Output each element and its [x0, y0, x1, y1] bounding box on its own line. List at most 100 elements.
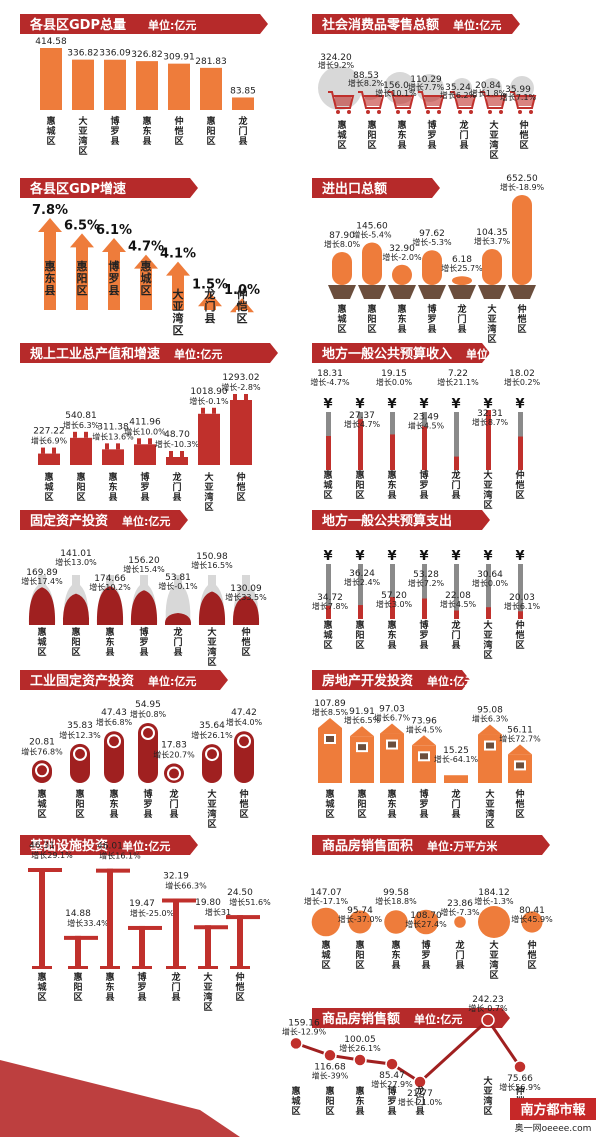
- infra-growth: 增长29.1%: [31, 850, 73, 860]
- housesales-growth: 增长56.9%: [499, 1082, 541, 1092]
- trade-value: 104.35: [476, 228, 508, 238]
- infra-header-title: 基础设施投资: [29, 838, 108, 854]
- housearea-value: 99.58: [383, 888, 409, 898]
- svg-text:¥: ¥: [515, 397, 524, 412]
- site-text: 奥一网oeeee.com: [515, 1122, 592, 1134]
- gdp-category: 仲恺区: [174, 115, 183, 147]
- gdp-category: 龙门县: [237, 115, 247, 147]
- realestate-value: 107.89: [314, 699, 346, 709]
- gdpgrowth-category: 仲恺区: [237, 287, 248, 325]
- gdpgrowth-header-bg: [20, 178, 190, 198]
- trade-category: 惠东县: [397, 303, 406, 335]
- expend-category: 惠东县: [387, 619, 396, 651]
- housearea-value: 108.70: [410, 911, 442, 921]
- indfixed-coin-icon: [104, 731, 124, 783]
- industry-growth: 增长13.6%: [92, 431, 134, 441]
- svg-text:¥: ¥: [387, 397, 396, 412]
- fixed-value: 130.09: [230, 584, 262, 594]
- industry-growth: 增长6.3%: [63, 420, 100, 430]
- income-value: 27.37: [349, 411, 375, 421]
- retail-growth: 增长9.2%: [318, 60, 355, 70]
- indfixed-header: 工业固定资产投资 单位:亿元: [20, 670, 228, 690]
- retail-cart-icon: [450, 91, 477, 114]
- industry-value: 540.81: [65, 411, 97, 421]
- income-value: 18.31: [317, 369, 343, 379]
- svg-text:¥: ¥: [355, 397, 364, 412]
- housesales-value: 21.77: [407, 1089, 433, 1099]
- gdpgrowth-category: 博罗县: [109, 259, 120, 297]
- svg-text:¥: ¥: [419, 549, 428, 564]
- housearea-bubble: [384, 910, 408, 934]
- gdp-bar: [40, 48, 62, 110]
- infra-growth: 增长16.1%: [99, 851, 141, 861]
- income-category: 惠东县: [387, 469, 396, 501]
- industry-category: 惠东县: [108, 471, 117, 503]
- industry-factory-icon: [166, 451, 188, 465]
- housearea-growth: 增长-37.0%: [338, 914, 383, 924]
- svg-text:¥: ¥: [483, 549, 492, 564]
- realestate-house-icon: [350, 726, 374, 783]
- realestate-house-icon: [318, 718, 342, 783]
- industry-category: 龙门县: [171, 471, 181, 503]
- expend-category: 大亚湾区: [483, 619, 492, 661]
- housesales-growth: 增长-21.0%: [398, 1097, 443, 1107]
- income-growth: 增长0.2%: [504, 377, 541, 387]
- retail-category: 惠城区: [337, 119, 346, 151]
- gdp-value: 336.82: [67, 49, 99, 59]
- expend-growth: 增长7.8%: [312, 601, 349, 611]
- gdp-bar: [200, 67, 222, 110]
- expend-value: 34.72: [317, 593, 343, 603]
- housesales-category: 惠阳区: [325, 1085, 334, 1117]
- industry-value: 227.22: [33, 427, 65, 437]
- trade-growth: 增长-5.3%: [412, 237, 452, 247]
- retail-value: 324.20: [320, 53, 352, 63]
- realestate-value: 56.11: [507, 725, 533, 735]
- gdpgrowth-category: 惠东县: [45, 259, 56, 297]
- svg-text:¥: ¥: [323, 549, 332, 564]
- housearea-bubble: [348, 910, 372, 934]
- expend-yuan-icon: ¥: [323, 549, 333, 619]
- indfixed-header-title: 工业固定资产投资: [30, 673, 134, 689]
- fixed-category: 博罗县: [139, 626, 148, 658]
- expend-yuan-icon: ¥: [451, 549, 461, 619]
- indfixed-category: 仲恺区: [239, 788, 248, 820]
- housearea-value: 184.12: [478, 888, 510, 898]
- infra-header-unit: 单位:亿元: [122, 839, 170, 853]
- income-yuan-icon: ¥: [323, 397, 333, 470]
- infra-crane-icon: [96, 868, 130, 969]
- housesales-value: 242.23: [472, 995, 504, 1005]
- expend-value: 22.08: [445, 591, 471, 601]
- infra-category: 龙门县: [170, 971, 180, 1003]
- industry-growth: 增长-10.3%: [155, 439, 200, 449]
- expend-category: 惠阳区: [355, 619, 364, 651]
- industry-factory-icon: [38, 447, 60, 465]
- expend-growth: 增长0.0%: [472, 578, 509, 588]
- expend-category: 博罗县: [419, 619, 428, 651]
- retail-cart-icon: [358, 91, 385, 114]
- housearea-header-bg: [312, 835, 542, 855]
- fixed-growth: 增长15.4%: [123, 564, 165, 574]
- gdp-value: 309.91: [163, 53, 195, 63]
- fixed-flask-icon: [62, 575, 90, 625]
- retail-header: 社会消费品零售总额 单位:亿元: [312, 14, 520, 34]
- realestate-category: 龙门县: [450, 788, 460, 820]
- housearea-category: 惠城区: [321, 939, 330, 971]
- gdp-bar: [104, 59, 126, 110]
- industry-value: 411.96: [129, 417, 161, 427]
- income-header-unit: 单位:亿元: [466, 347, 514, 361]
- gdpgrowth-category: 龙门县: [204, 287, 216, 325]
- logo-text: 南方都市報: [520, 1102, 586, 1118]
- housearea-header: 商品房销售面积 单位:万平方米: [312, 835, 550, 855]
- infra-category: 惠城区: [37, 971, 46, 1003]
- realestate-house-icon: [380, 723, 404, 783]
- realestate-header-title: 房地产开发投资: [322, 673, 413, 689]
- gdpgrowth-value: 1.5%: [192, 277, 228, 292]
- retail-category: 龙门县: [458, 119, 468, 151]
- indfixed-growth: 增长76.8%: [21, 746, 63, 756]
- realestate-growth: 增长72.7%: [499, 733, 541, 743]
- housesales-growth: 增长-0.7%: [468, 1003, 508, 1013]
- income-category: 龙门县: [450, 469, 460, 501]
- income-category: 惠城区: [323, 469, 332, 501]
